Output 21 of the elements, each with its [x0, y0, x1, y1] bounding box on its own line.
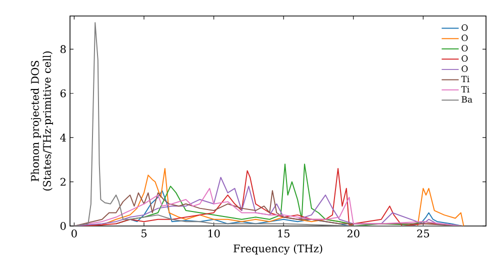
y-tick-label: 8	[60, 45, 66, 54]
y-tick-label: 0	[60, 222, 66, 230]
legend-label: Ba	[462, 96, 472, 103]
x-tick-label: 15	[278, 230, 290, 238]
legend-label: Ti	[461, 76, 470, 82]
legend-label: Ti	[461, 86, 470, 92]
legend-label: O	[462, 55, 468, 62]
y-tick-label: 2	[60, 178, 66, 186]
legend-label: O	[462, 66, 468, 72]
y-tick-label: 6	[60, 89, 66, 98]
legend-label: O	[462, 34, 468, 42]
y-tick-label: 4	[60, 134, 66, 142]
y-axis-title: Phonon projected DOS (States/THz·primitive cell)	[30, 51, 53, 191]
x-tick-label: 20	[347, 230, 360, 238]
x-tick-label: 10	[208, 230, 220, 238]
x-tick-label: 5	[142, 230, 147, 238]
x-tick-label: 25	[417, 230, 430, 238]
legend-label: O	[462, 24, 468, 31]
x-tick-label: 0	[72, 230, 77, 238]
x-axis-title: Frequency (THz)	[234, 244, 322, 255]
legend-label: O	[462, 44, 468, 52]
